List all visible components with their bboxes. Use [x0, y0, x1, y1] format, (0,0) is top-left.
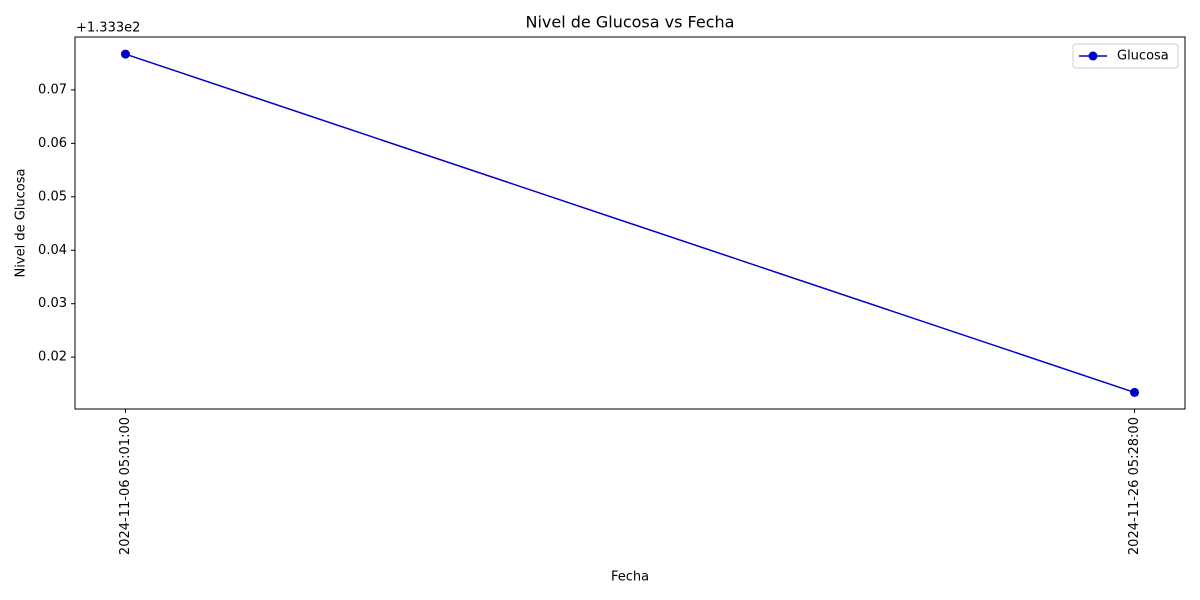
y-tick-label: 0.03 [38, 296, 67, 311]
y-tick-label: 0.05 [38, 189, 67, 204]
legend-box [1072, 43, 1179, 69]
data-point [120, 49, 130, 59]
chart-title: Nivel de Glucosa vs Fecha [526, 13, 735, 32]
x-tick-label: 2024-11-06 05:01:00 [118, 417, 133, 555]
data-point [1130, 387, 1140, 397]
data-line [125, 53, 1135, 394]
y-axis-label: Nivel de Glucosa [14, 169, 29, 278]
legend-marker [1088, 51, 1098, 61]
y-offset-text: +1.333e2 [76, 21, 140, 36]
x-tick-label: 2024-11-26 05:28:00 [1127, 417, 1142, 555]
y-tick-label: 0.07 [38, 82, 67, 97]
plot-frame [74, 36, 1186, 410]
legend-label: Glucosa [1117, 49, 1169, 64]
x-axis-label: Fecha [611, 570, 649, 585]
y-tick-label: 0.06 [38, 136, 67, 151]
y-tick-label: 0.02 [38, 350, 67, 365]
y-tick-label: 0.04 [38, 243, 67, 258]
